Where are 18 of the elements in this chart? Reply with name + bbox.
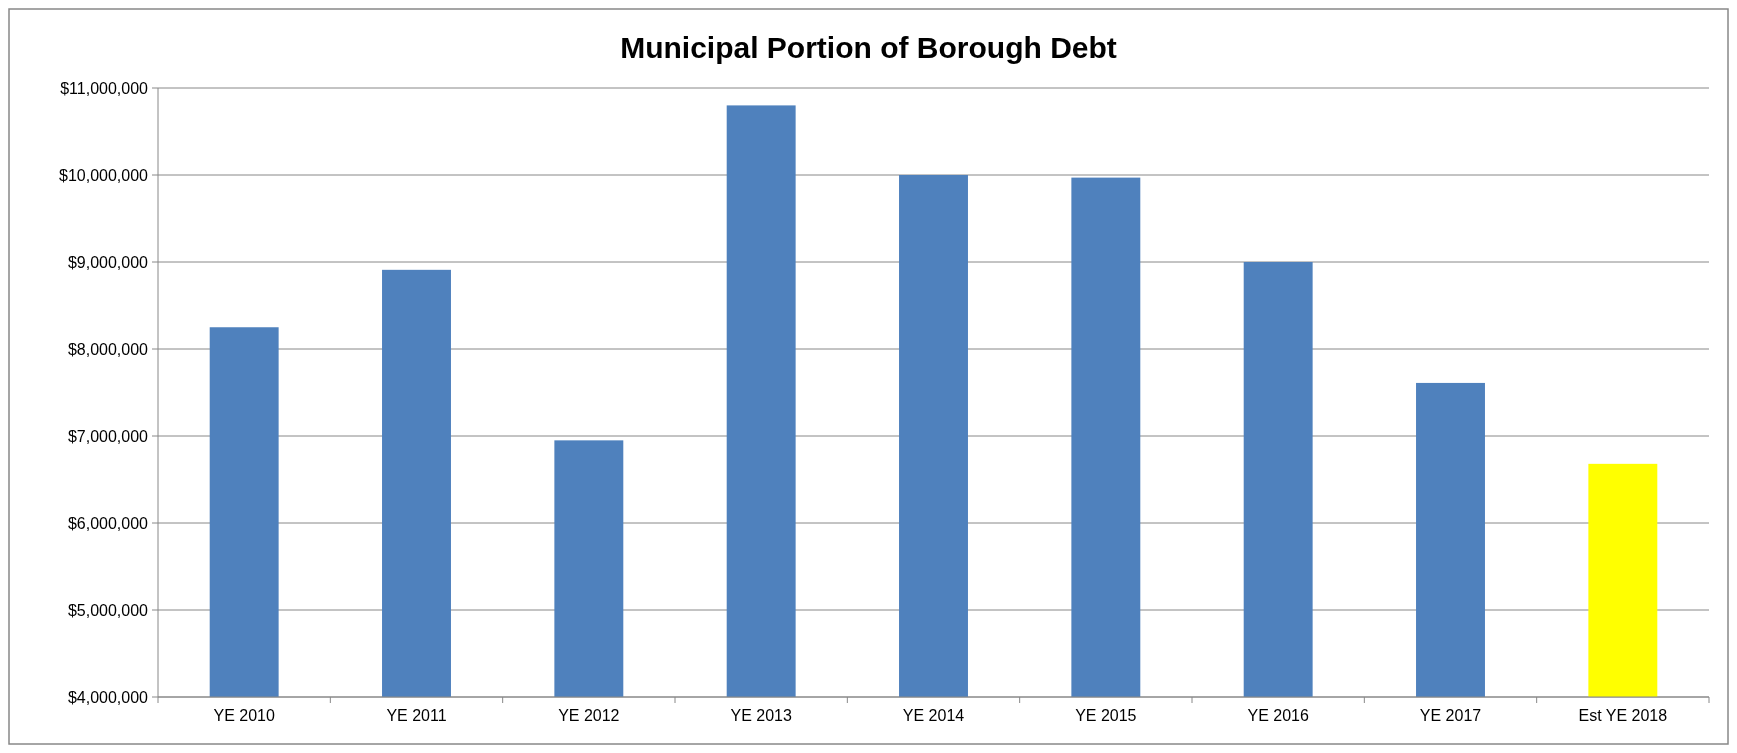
x-tick-label: YE 2015 bbox=[1075, 707, 1137, 724]
y-tick-label: $9,000,000 bbox=[67, 253, 149, 271]
x-tick-label: YE 2011 bbox=[386, 707, 447, 724]
y-tick-label: $7,000,000 bbox=[67, 427, 149, 445]
chart-title: Municipal Portion of Borough Debt bbox=[620, 31, 1117, 64]
x-tick-label: Est YE 2018 bbox=[1578, 707, 1668, 724]
x-tick-label: YE 2012 bbox=[558, 707, 620, 724]
x-tick-label: YE 2016 bbox=[1247, 707, 1309, 724]
x-tick-label: YE 2014 bbox=[902, 707, 965, 724]
y-tick-label: $8,000,000 bbox=[67, 340, 149, 358]
x-tick-label: YE 2013 bbox=[730, 707, 792, 724]
y-tick-label: $6,000,000 bbox=[67, 514, 149, 532]
y-tick-label: $4,000,000 bbox=[67, 688, 149, 706]
y-tick-label: $5,000,000 bbox=[67, 601, 149, 619]
x-tick-label: YE 2017 bbox=[1419, 707, 1482, 724]
y-tick-label: $11,000,000 bbox=[60, 79, 149, 97]
y-tick-label: $10,000,000 bbox=[59, 166, 149, 184]
x-tick-label: YE 2010 bbox=[213, 707, 275, 724]
